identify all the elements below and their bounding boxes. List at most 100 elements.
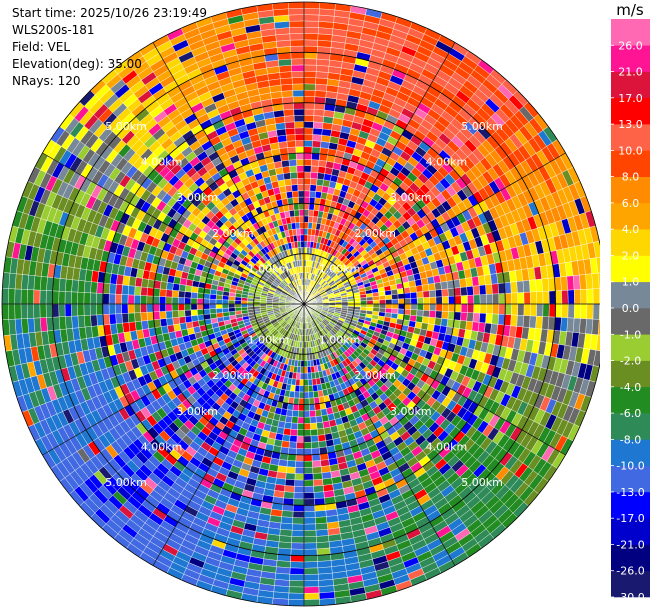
velocity-gate	[115, 293, 122, 305]
velocity-gate	[313, 491, 325, 499]
velocity-gate	[440, 281, 449, 290]
velocity-gate	[289, 435, 298, 443]
velocity-gate	[315, 184, 323, 193]
velocity-gate	[234, 300, 242, 305]
velocity-gate	[196, 303, 204, 310]
velocity-gate	[297, 423, 305, 430]
velocity-gate	[298, 404, 305, 412]
velocity-gate	[215, 308, 223, 314]
velocity-gate	[71, 315, 79, 329]
velocity-gate	[292, 504, 305, 512]
velocity-gate	[197, 292, 205, 299]
velocity-gate	[234, 307, 242, 312]
velocity-gate	[303, 45, 318, 53]
velocity-gate	[303, 448, 313, 456]
velocity-gate	[184, 291, 192, 299]
velocity-gate	[288, 441, 297, 449]
velocity-gate	[284, 479, 295, 487]
velocity-gate	[428, 283, 436, 291]
velocity-gate	[303, 366, 308, 374]
velocity-gate	[479, 303, 487, 314]
velocity-gate	[303, 492, 315, 500]
velocity-gate	[159, 288, 167, 297]
velocity-gate	[33, 275, 42, 291]
velocity-gate	[288, 586, 305, 594]
velocity-gate	[315, 83, 328, 92]
velocity-gate	[190, 297, 198, 305]
velocity-gate	[555, 290, 563, 305]
velocity-gate	[498, 293, 506, 305]
velocity-gate	[541, 278, 550, 292]
velocity-gate	[567, 303, 575, 319]
velocity-gate	[511, 292, 519, 305]
velocity-gate	[127, 312, 136, 323]
velocity-gate	[178, 310, 186, 318]
velocity-gate	[190, 292, 198, 299]
velocity-gate	[391, 308, 399, 315]
velocity-gate	[64, 303, 72, 317]
velocity-gate	[284, 421, 292, 430]
velocity-gate	[586, 303, 594, 320]
velocity-gate	[284, 485, 295, 493]
velocity-gate	[283, 491, 295, 499]
velocity-gate	[403, 309, 411, 316]
velocity-gate	[592, 303, 600, 320]
velocity-gate	[441, 311, 449, 320]
velocity-gate	[403, 292, 411, 299]
velocity-gate	[574, 303, 581, 319]
velocity-gate	[410, 303, 418, 311]
velocity-gate	[303, 354, 308, 361]
velocity-gate	[435, 303, 443, 312]
velocity-gate	[492, 293, 500, 305]
velocity-gate	[209, 308, 217, 315]
velocity-gate	[397, 308, 405, 315]
velocity-gate	[127, 285, 136, 296]
velocity-gate	[108, 293, 116, 305]
velocity-gate	[307, 372, 313, 380]
velocity-gate	[291, 416, 299, 424]
velocity-gate	[102, 293, 110, 305]
velocity-gate	[522, 315, 531, 328]
velocity-gate	[292, 410, 299, 418]
velocity-gate	[555, 303, 563, 318]
velocity-gate	[479, 294, 487, 305]
velocity-gate	[303, 391, 310, 399]
velocity-gate	[580, 289, 588, 305]
velocity-gate	[354, 300, 361, 305]
velocity-gate	[313, 115, 324, 123]
velocity-gate	[320, 408, 328, 417]
velocity-gate	[312, 140, 322, 148]
velocity-gate	[536, 303, 544, 317]
velocity-gate	[121, 303, 129, 314]
velocity-gate	[567, 289, 575, 305]
velocity-gate	[312, 134, 322, 142]
velocity-gate	[303, 89, 316, 97]
velocity-gate	[409, 286, 417, 293]
velocity-gate	[303, 165, 312, 173]
velocity-gate	[303, 203, 310, 210]
velocity-gate	[592, 288, 600, 305]
velocity-gate	[222, 311, 230, 318]
velocity-gate	[77, 303, 85, 317]
velocity-gate	[428, 317, 436, 325]
velocity-gate	[127, 294, 135, 305]
velocity-gate	[303, 8, 320, 16]
velocity-gate	[566, 275, 575, 291]
velocity-gate	[580, 303, 588, 319]
velocity-gate	[523, 291, 531, 305]
velocity-gate	[172, 317, 180, 325]
velocity-gate	[317, 172, 325, 180]
velocity-gate	[293, 397, 300, 405]
velocity-gate	[315, 409, 322, 417]
velocity-gate	[58, 303, 66, 317]
velocity-gate	[397, 288, 405, 295]
velocity-gate	[303, 64, 317, 72]
velocity-gate	[303, 190, 311, 198]
velocity-gate	[599, 303, 600, 320]
velocity-gate	[309, 403, 316, 411]
velocity-gate	[422, 310, 430, 318]
velocity-gate	[421, 284, 430, 292]
velocity-gate	[240, 300, 248, 305]
velocity-gate	[561, 290, 569, 305]
velocity-gate	[178, 297, 185, 305]
